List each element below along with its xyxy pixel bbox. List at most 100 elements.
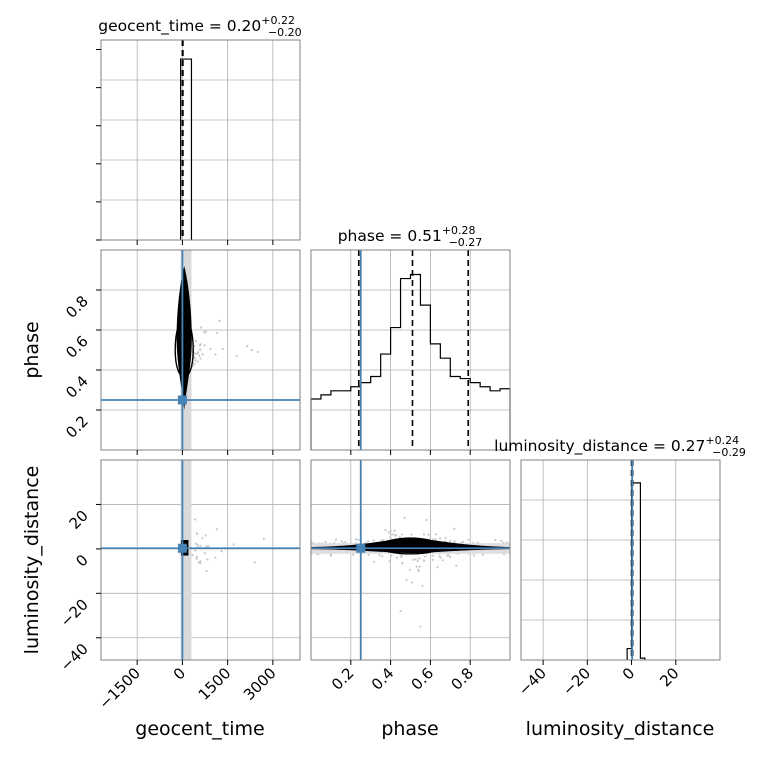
sample-point — [418, 565, 421, 568]
sample-point — [416, 568, 420, 571]
truth-lines — [101, 250, 300, 450]
histogram-bin — [182, 59, 191, 240]
sample-point — [204, 330, 207, 333]
sample-point — [434, 538, 437, 541]
sample-point — [431, 554, 434, 557]
y-tick-label-3: 20 — [66, 507, 92, 533]
sample-point — [193, 518, 196, 521]
sample-point — [499, 539, 503, 542]
y-axis-label-phase: phase — [21, 321, 43, 378]
x-tick-label-3: 20 — [656, 664, 682, 690]
panel-distance-vs-geocent-time: −1500 0 1500 3000 −40 −20 0 20 — [57, 459, 301, 713]
sample-point — [203, 552, 206, 555]
x-axis-label-luminosity-distance: luminosity_distance — [526, 718, 715, 740]
sample-point — [193, 352, 196, 355]
sample-point — [214, 556, 217, 559]
sample-point — [403, 516, 406, 519]
sample-point — [416, 560, 419, 563]
sample-point — [410, 581, 414, 584]
density-band — [180, 460, 192, 660]
sample-point — [232, 543, 235, 546]
scatter-samples — [187, 319, 259, 372]
sample-point — [205, 545, 208, 548]
histogram-bin — [430, 344, 440, 450]
sample-point — [431, 558, 435, 561]
title-geocent-time: geocent_time = 0.20+0.22 −0.20 — [98, 14, 301, 39]
quantile-lines — [181, 40, 184, 240]
sample-point — [473, 554, 476, 557]
sample-point — [199, 326, 203, 329]
sample-point — [253, 561, 256, 564]
sample-point — [262, 537, 265, 540]
histogram-bin — [450, 377, 460, 450]
sample-point — [388, 560, 391, 563]
sample-point — [395, 556, 399, 559]
sample-point — [390, 554, 393, 557]
histogram — [310, 273, 511, 450]
sample-point — [389, 536, 392, 539]
sample-point — [215, 528, 219, 531]
sample-point — [410, 533, 413, 536]
sample-point — [418, 557, 421, 560]
sample-point — [207, 545, 210, 548]
histogram-step — [310, 273, 511, 450]
x-tick-label-3: 0.8 — [447, 664, 477, 694]
sample-point — [502, 541, 505, 544]
histogram-step — [626, 482, 646, 660]
sample-point — [195, 542, 198, 545]
x-tick-label-2: 1500 — [195, 664, 235, 704]
y-tick-label-2: 0.6 — [62, 332, 92, 362]
y-tick-label-1: 0.4 — [62, 372, 92, 402]
panel-frame — [100, 459, 301, 661]
y-tick-label-2: 0 — [72, 551, 91, 570]
sample-point — [246, 345, 249, 348]
histogram-bin — [371, 377, 381, 450]
sample-point — [393, 534, 396, 537]
sample-point — [481, 553, 485, 556]
sample-point — [439, 537, 442, 540]
sample-point — [198, 354, 201, 357]
grid-lines — [311, 460, 510, 660]
histogram-bin — [331, 391, 341, 450]
quantile-lines — [357, 250, 470, 450]
sample-point — [340, 540, 343, 543]
sample-point — [425, 518, 428, 522]
panel-phase-vs-geocent-time: 0.2 0.4 0.6 0.8 — [62, 249, 301, 455]
histogram-step — [180, 58, 193, 240]
sample-point — [427, 533, 430, 536]
truth-marker — [177, 543, 187, 553]
histogram-bin — [440, 358, 450, 450]
sample-point — [195, 557, 198, 560]
density-contour — [174, 319, 194, 378]
x-tick-label-3: 3000 — [240, 664, 280, 704]
x-ticks — [136, 240, 274, 245]
sample-point — [453, 527, 456, 530]
histogram-bin — [341, 391, 351, 450]
truth-marker — [356, 543, 366, 553]
sample-point — [384, 528, 387, 532]
sample-point — [408, 568, 412, 571]
sample-point — [381, 538, 384, 541]
sample-point — [378, 553, 381, 557]
panel-geocent-time-histogram: geocent_time = 0.20+0.22 −0.20 — [96, 14, 302, 245]
sample-point — [400, 555, 403, 559]
x-tick-label-0: −40 — [515, 664, 550, 699]
sample-point — [393, 529, 396, 532]
sample-point — [199, 560, 202, 563]
sample-point — [424, 555, 427, 558]
y-axis-label-luminosity-distance: luminosity_distance — [21, 466, 43, 655]
x-tick-label-2: 0 — [619, 664, 638, 683]
histogram-bin — [470, 383, 480, 450]
panel-frame — [520, 459, 721, 661]
sample-point — [196, 360, 199, 363]
x-tick-label-2: 0.6 — [408, 664, 438, 694]
sample-point — [250, 348, 253, 352]
sample-point — [494, 538, 497, 542]
panel-frame — [100, 39, 301, 241]
sample-point — [221, 347, 224, 350]
sample-point — [235, 354, 238, 358]
sample-point — [256, 350, 259, 354]
sample-point — [449, 555, 452, 558]
y-tick-label-3: 0.8 — [62, 292, 92, 322]
